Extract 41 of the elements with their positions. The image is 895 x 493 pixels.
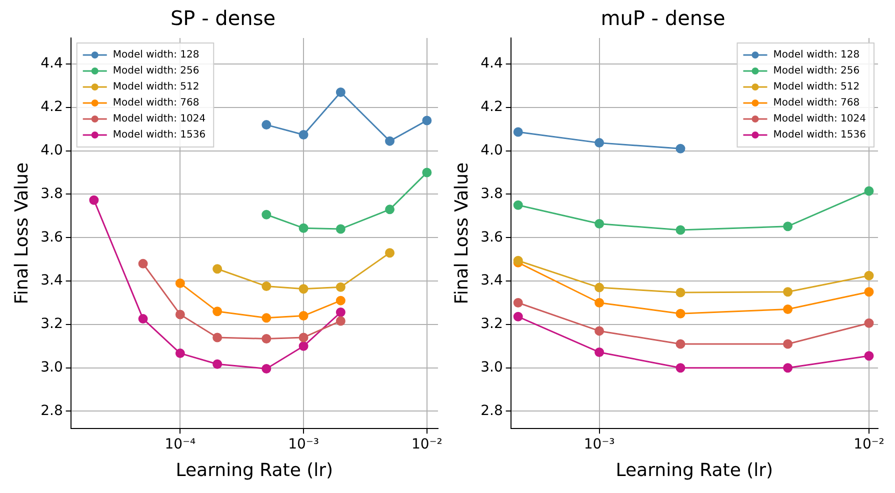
x-axis-title: Learning Rate (lr): [616, 460, 774, 481]
legend-label: Model width: 1536: [773, 130, 866, 141]
y-tick-label: 3.6: [480, 229, 503, 246]
y-tick-label: 3.6: [40, 229, 63, 246]
legend-label: Model width: 1024: [773, 114, 866, 125]
y-axis-title: Final Loss Value: [11, 162, 32, 304]
y-tick-label: 4.0: [480, 142, 503, 158]
y-tick-label: 4.4: [480, 56, 503, 72]
legend-label: Model width: 128: [112, 50, 200, 61]
legend-label: Model width: 256: [112, 66, 200, 77]
y-tick-label: 2.8: [480, 402, 503, 419]
chart-title: muP - dense: [600, 6, 726, 30]
legend-label: Model width: 512: [112, 82, 200, 93]
y-tick-label: 4.2: [40, 99, 63, 116]
x-tick-label: 10⁻⁴: [164, 436, 196, 453]
y-tick-label: 2.8: [40, 402, 63, 419]
y-tick-label: 4.2: [480, 99, 503, 116]
y-tick-label: 3.4: [480, 272, 503, 289]
x-tick-label: 10⁻³: [584, 436, 615, 453]
y-tick-label: 3.8: [40, 186, 63, 202]
y-tick-label: 3.2: [40, 316, 63, 332]
x-tick-label: 10⁻³: [288, 436, 319, 453]
x-tick-label: 10⁻²: [411, 436, 442, 453]
y-tick-label: 3.0: [40, 359, 63, 376]
chart-title: SP - dense: [170, 6, 276, 30]
legend-label: Model width: 1024: [112, 114, 206, 125]
x-tick-label: 10⁻²: [854, 436, 884, 453]
legend-label: Model width: 512: [773, 82, 860, 93]
legend-label: Model width: 128: [773, 50, 860, 61]
y-tick-label: 3.8: [480, 186, 503, 202]
y-axis-title: Final Loss Value: [451, 162, 472, 304]
x-axis-title: Learning Rate (lr): [176, 460, 334, 481]
y-tick-label: 4.4: [40, 56, 63, 72]
y-tick-label: 3.4: [40, 272, 63, 289]
y-tick-label: 3.2: [480, 316, 503, 332]
y-tick-label: 3.0: [480, 359, 503, 376]
legend-label: Model width: 1536: [112, 130, 206, 141]
legend-label: Model width: 256: [773, 66, 860, 77]
legend-label: Model width: 768: [773, 98, 860, 109]
y-tick-label: 4.0: [40, 142, 63, 158]
legend-label: Model width: 768: [112, 98, 200, 109]
